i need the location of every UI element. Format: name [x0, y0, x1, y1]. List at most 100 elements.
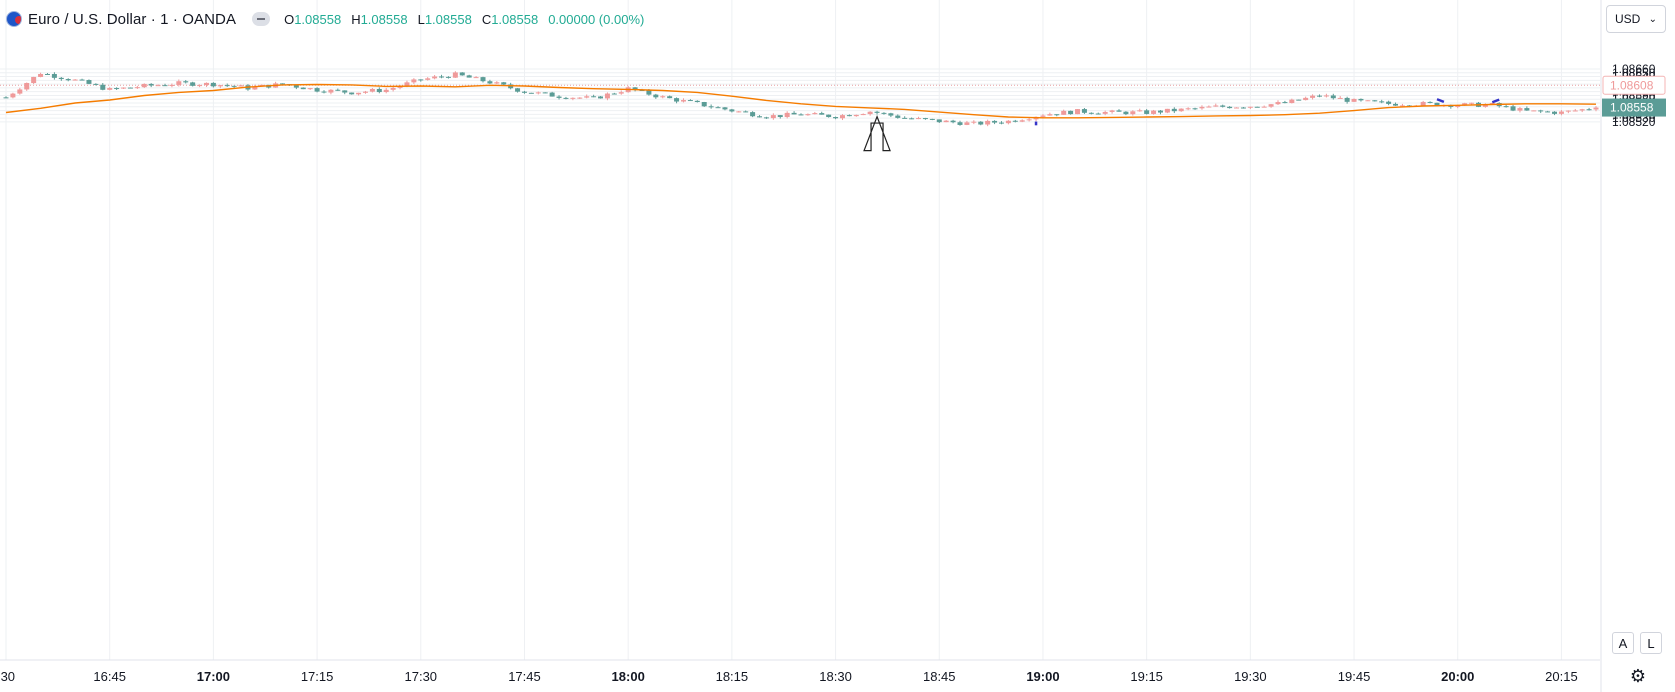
candle-body [667, 96, 673, 99]
candle [1151, 109, 1157, 115]
candle-body [1572, 110, 1578, 112]
candle [556, 95, 562, 100]
moving-average-line [5, 83, 1597, 119]
candle [1517, 106, 1523, 113]
candle-body [1524, 108, 1530, 111]
candle-body [1047, 114, 1053, 116]
candle [660, 95, 666, 99]
candle-body [1247, 106, 1253, 108]
candle-body [1434, 102, 1440, 106]
candle-body [31, 76, 37, 84]
candle [521, 90, 527, 94]
candle-body [1330, 95, 1336, 99]
candle-body [1517, 108, 1523, 111]
candle [1088, 112, 1094, 115]
candle [210, 82, 216, 88]
candle [777, 115, 783, 119]
candle [743, 110, 749, 113]
candle-body [1510, 106, 1516, 111]
candle-body [1005, 120, 1011, 124]
candle-body [985, 120, 991, 125]
candle [162, 83, 168, 87]
candle [134, 85, 140, 89]
candle-body [121, 87, 127, 89]
candle-body [1123, 111, 1129, 115]
candle-body [1482, 104, 1488, 107]
auto-scale-button[interactable]: A [1612, 632, 1634, 654]
settings-gear-icon[interactable]: ⚙ [1629, 665, 1647, 686]
candle-body [169, 84, 175, 86]
currency-dropdown[interactable]: USD ⌄ [1606, 5, 1666, 33]
euro-dollar-flag-icon [6, 11, 22, 27]
candle [549, 91, 555, 97]
candle [798, 113, 804, 116]
time-tick-label: 17:30 [405, 669, 438, 684]
candle-body [549, 92, 555, 97]
candle [577, 97, 583, 100]
candle [1538, 109, 1544, 114]
candle-body [653, 94, 659, 98]
candle [1213, 103, 1219, 107]
candle [1220, 104, 1226, 108]
candle-body [369, 89, 375, 92]
previous-price-tag [1602, 75, 1666, 95]
candle-body [1310, 95, 1316, 98]
candle [452, 71, 458, 78]
candle [217, 84, 223, 89]
log-scale-button[interactable]: L [1640, 632, 1662, 654]
candle [618, 90, 624, 95]
candle-body [17, 89, 23, 94]
collapse-toggle-icon[interactable] [252, 12, 271, 26]
candle-body [93, 83, 99, 85]
candle-body [819, 113, 825, 115]
candle-body [916, 118, 922, 120]
candle [1206, 105, 1212, 108]
candle-body [1171, 108, 1177, 112]
candle-body [480, 77, 486, 82]
candle-body [439, 76, 445, 78]
candle-body [1185, 108, 1191, 110]
candle-body [356, 92, 362, 95]
candle [715, 106, 721, 109]
candle [183, 80, 189, 84]
candle [1386, 100, 1392, 106]
candle [349, 92, 355, 95]
candle [604, 92, 610, 101]
price-tick-label: 1.08660 [1612, 62, 1656, 76]
candle-body [798, 114, 804, 116]
low-value: L1.08558 [417, 11, 472, 27]
candle [321, 90, 327, 94]
candle [190, 81, 196, 87]
candle [860, 113, 866, 116]
candle-body [1372, 100, 1378, 102]
candle-body [570, 97, 576, 99]
candle [1192, 107, 1198, 110]
candle-body [307, 88, 313, 90]
candle-body [141, 83, 147, 88]
candle-body [425, 78, 431, 80]
candle-body [383, 89, 389, 93]
price-tick-label: 1.08520 [1612, 115, 1656, 129]
symbol-title[interactable]: Euro / U.S. Dollar · 1 · OANDA [28, 10, 237, 28]
candle [1379, 99, 1385, 104]
candle [473, 76, 479, 79]
candle-body [1545, 111, 1551, 113]
candle [687, 99, 693, 102]
candle [1282, 100, 1288, 104]
candle [300, 87, 306, 90]
candle [459, 72, 465, 76]
candle [1351, 98, 1357, 102]
candle [784, 111, 790, 119]
candle-body [874, 111, 880, 113]
candle-body [44, 73, 50, 75]
candle [439, 74, 445, 79]
candle-body [618, 92, 624, 94]
candle-body [1137, 110, 1143, 112]
candle [1303, 96, 1309, 101]
candle-body [335, 89, 341, 91]
candle-body [342, 90, 348, 93]
candle-body [577, 97, 583, 99]
chevron-down-icon: ⌄ [1648, 13, 1657, 25]
candle [812, 111, 818, 115]
